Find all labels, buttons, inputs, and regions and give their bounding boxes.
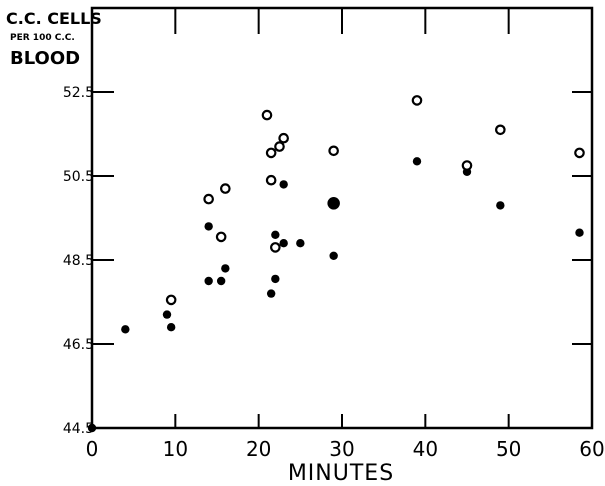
open-point	[274, 141, 285, 152]
x-tick-label: 40	[413, 437, 438, 461]
y-axis-ticks: 44.5 46.5 48.5 50.5 52.5	[63, 85, 592, 437]
open-point	[278, 132, 289, 144]
filled-point	[216, 276, 226, 286]
filled-point	[204, 222, 213, 231]
x-tick-label: 20	[246, 437, 271, 461]
open-point	[328, 145, 339, 157]
x-tick-label: 50	[496, 437, 521, 461]
open-point	[165, 294, 177, 306]
filled-point	[329, 251, 338, 260]
y-tick-label: 46.5	[63, 337, 94, 353]
y-axis-title-line: C.C. CELLS	[6, 9, 102, 28]
y-tick-label: 52.5	[63, 85, 94, 101]
x-tick-label: 60	[579, 437, 604, 461]
x-tick-label: 10	[163, 437, 188, 461]
open-point	[495, 124, 506, 136]
filled-point	[412, 157, 422, 166]
x-tick-label: 0	[86, 437, 99, 461]
filled-point	[121, 325, 130, 334]
filled-point	[87, 423, 97, 433]
filled-point	[266, 289, 276, 298]
open-point	[261, 109, 273, 121]
x-tick-label: 30	[329, 437, 354, 461]
filled-point	[204, 276, 213, 286]
filled-point	[279, 239, 288, 248]
plot-border	[90, 6, 594, 430]
data-points	[87, 95, 585, 433]
filled-point	[271, 230, 280, 239]
filled-point	[496, 201, 505, 210]
y-axis-title: C.C. CELLS PER 100 C.C. BLOOD	[6, 9, 102, 69]
x-axis-title: MINUTES	[288, 461, 394, 486]
plot-frame	[90, 6, 594, 430]
y-axis-title-line: PER 100 C.C.	[10, 33, 75, 43]
open-point	[270, 242, 281, 253]
filled-point	[221, 264, 230, 273]
large-filled-point	[327, 197, 340, 210]
open-point	[461, 160, 473, 171]
filled-point	[279, 180, 288, 189]
open-point	[265, 174, 277, 186]
filled-point	[166, 323, 176, 332]
y-axis-title-line: BLOOD	[10, 48, 80, 69]
open-point	[574, 147, 585, 159]
filled-point	[271, 274, 280, 284]
open-point	[203, 193, 214, 205]
open-point	[215, 231, 227, 243]
filled-point	[296, 239, 305, 248]
open-point	[265, 147, 277, 159]
y-tick-label: 48.5	[63, 253, 94, 269]
filled-point	[162, 310, 172, 319]
y-tick-label: 50.5	[63, 169, 94, 185]
open-point	[411, 95, 423, 106]
open-point	[220, 183, 231, 194]
filled-point	[575, 228, 584, 237]
y-tick-label: 44.5	[63, 421, 94, 437]
x-axis-ticks: 0 10 20 30 40 50 60	[86, 8, 605, 461]
